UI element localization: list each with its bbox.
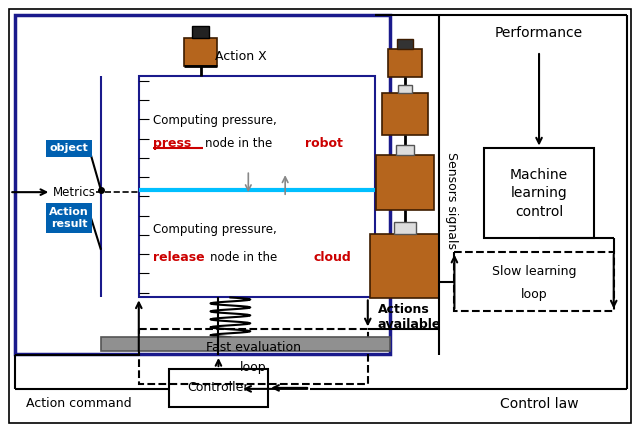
Text: Action X: Action X: [216, 50, 268, 63]
Bar: [15, 15, 390, 354]
Bar: [484, 149, 594, 238]
Text: release: release: [153, 251, 204, 264]
Text: node in the: node in the: [211, 251, 282, 264]
Text: loop: loop: [521, 288, 547, 301]
Bar: [101, 337, 390, 351]
Text: Slow learning: Slow learning: [492, 265, 576, 278]
Text: Computing pressure,: Computing pressure,: [153, 114, 276, 127]
Bar: [381, 93, 428, 134]
Text: Action
result: Action result: [49, 207, 89, 229]
Text: Fast evaluation: Fast evaluation: [206, 341, 301, 354]
Bar: [397, 39, 413, 49]
Text: Sensors signals: Sensors signals: [445, 152, 458, 248]
Bar: [139, 76, 375, 298]
Bar: [191, 26, 209, 38]
Text: Performance: Performance: [495, 26, 583, 40]
Bar: [397, 85, 412, 93]
Bar: [394, 222, 415, 234]
Bar: [388, 49, 422, 77]
Text: object: object: [50, 143, 88, 153]
Text: Control law: Control law: [500, 397, 579, 411]
Text: Action command: Action command: [26, 397, 132, 410]
Text: Machine
learning
control: Machine learning control: [510, 168, 568, 219]
Bar: [139, 329, 368, 384]
Bar: [370, 234, 440, 299]
Bar: [184, 38, 218, 66]
Text: robot: robot: [305, 137, 343, 150]
Bar: [396, 146, 413, 156]
Text: Controller: Controller: [188, 381, 249, 394]
Text: Computing pressure,: Computing pressure,: [153, 223, 276, 236]
Text: loop: loop: [240, 361, 267, 374]
Bar: [169, 369, 268, 407]
Text: Metrics: Metrics: [53, 186, 96, 199]
Text: cloud: cloud: [313, 251, 351, 264]
Bar: [376, 156, 433, 210]
Text: node in the: node in the: [205, 137, 276, 150]
Text: Actions
available: Actions available: [378, 303, 441, 331]
Bar: [454, 252, 614, 311]
Text: press: press: [153, 137, 191, 150]
